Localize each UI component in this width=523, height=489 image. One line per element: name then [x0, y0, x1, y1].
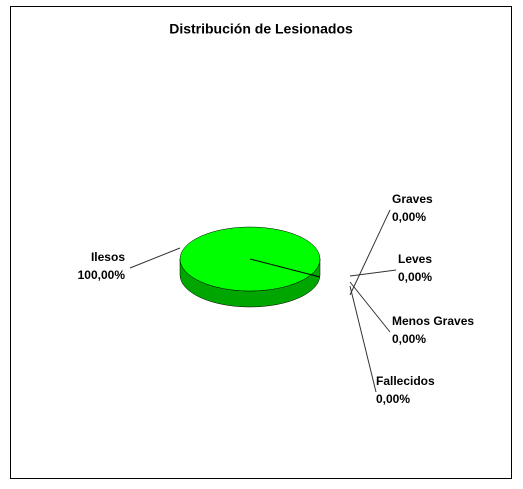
leader-line — [349, 209, 391, 296]
slice-label: Fallecidos — [376, 374, 435, 388]
chart-title: Distribución de Lesionados — [169, 21, 353, 37]
slice-value-label: 0,00% — [398, 270, 432, 284]
leader-line — [349, 269, 397, 277]
leader-line — [349, 281, 391, 333]
pie-radius — [249, 258, 321, 278]
slice-value-label: 100,00% — [78, 268, 126, 282]
slice-value-label: 0,00% — [392, 332, 426, 346]
slice-label: Menos Graves — [392, 314, 474, 328]
leader-line — [129, 247, 181, 269]
slice-label: Ilesos — [91, 250, 125, 264]
slice-value-label: 0,00% — [376, 392, 410, 406]
leader-line — [349, 285, 377, 393]
slice-value-label: 0,00% — [392, 210, 426, 224]
slice-label: Graves — [392, 192, 433, 206]
slice-label: Leves — [398, 252, 432, 266]
